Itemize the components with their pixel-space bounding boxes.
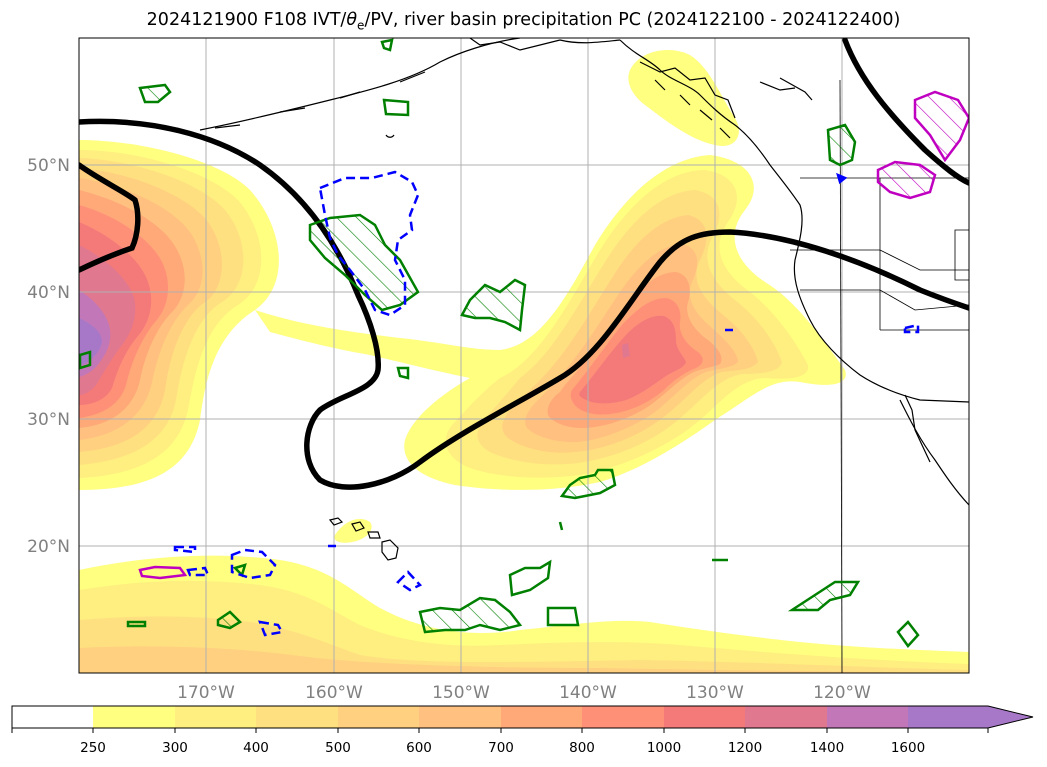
graticule xyxy=(79,38,969,673)
lon-tick-labels: 170°W 160°W 150°W 140°W 130°W 120°W xyxy=(177,683,871,703)
lon-tick-label: 130°W xyxy=(686,683,744,703)
lat-tick-label: 30°N xyxy=(27,410,70,430)
precip-magenta-contours xyxy=(138,90,969,580)
ivt-500-south xyxy=(79,646,969,673)
precip-green-1 xyxy=(138,83,172,104)
precip-magenta-2 xyxy=(876,160,937,200)
colorbar-segment xyxy=(338,706,419,728)
colorbar-segment xyxy=(175,706,256,728)
precip-green-12 xyxy=(546,606,580,627)
ivt-1200-central xyxy=(622,343,630,358)
colorbar-segment xyxy=(501,706,582,728)
precip-blue-1 xyxy=(318,170,420,317)
precip-blue-5 xyxy=(258,620,284,637)
colorbar: 250 300 400 500 600 700 800 1000 1200 14… xyxy=(11,705,1034,756)
precip-blue-contours xyxy=(173,170,920,637)
precip-blue-2 xyxy=(230,548,277,580)
lat-tick-labels: 50°N 40°N 30°N 20°N xyxy=(27,156,70,557)
precip-blue-7 xyxy=(903,323,920,334)
precip-green-8 xyxy=(79,350,92,370)
precip-green-contours xyxy=(79,38,920,648)
colorbar-segment xyxy=(745,706,827,728)
colorbar-segment xyxy=(664,706,745,728)
colorbar-label: 1600 xyxy=(891,740,925,756)
colorbar-label: 1400 xyxy=(810,740,844,756)
pv-contour-west-loop xyxy=(79,162,141,273)
lat-tick-label: 20°N xyxy=(27,537,70,557)
lat-tick-label: 40°N xyxy=(27,283,70,303)
precip-green-15 xyxy=(216,610,243,630)
precip-green-3 xyxy=(380,38,394,52)
colorbar-segment-under xyxy=(12,706,93,728)
colorbar-label: 1000 xyxy=(647,740,681,756)
lat-tick-label: 50°N xyxy=(27,156,70,176)
colorbar-label: 800 xyxy=(569,740,595,756)
colorbar-segment xyxy=(419,706,501,728)
colorbar-outline xyxy=(11,705,1034,729)
precip-green-13 xyxy=(787,580,861,612)
colorbar-segment xyxy=(93,706,175,728)
precip-magenta-3 xyxy=(138,565,188,580)
colorbar-label: 500 xyxy=(325,740,351,756)
precip-green-6 xyxy=(396,366,410,380)
precip-green-9 xyxy=(559,468,617,500)
map-frame xyxy=(78,37,970,674)
hawaii-islands xyxy=(328,517,399,561)
colorbar-label: 400 xyxy=(243,740,269,756)
colorbar-label: 1200 xyxy=(728,740,762,756)
colorbar-segment xyxy=(256,706,338,728)
ivt-filled-contours xyxy=(79,50,969,673)
colorbar-segment xyxy=(827,706,908,728)
precip-green-4 xyxy=(308,213,420,312)
colorbar-label: 300 xyxy=(162,740,188,756)
precip-blue-10 xyxy=(836,172,848,185)
map-area xyxy=(79,38,969,673)
colorbar-label: 700 xyxy=(488,740,514,756)
lon-tick-label: 170°W xyxy=(177,683,235,703)
precip-green-10 xyxy=(508,559,552,597)
precip-green-7 xyxy=(826,123,857,167)
precip-green-14 xyxy=(896,620,920,648)
lon-tick-label: 160°W xyxy=(305,683,363,703)
colorbar-segment xyxy=(582,706,664,728)
precip-green-5 xyxy=(460,278,527,332)
precip-green-18 xyxy=(558,521,564,531)
precip-green-11 xyxy=(418,596,523,634)
precip-green-2 xyxy=(382,98,410,117)
lon-tick-label: 150°W xyxy=(432,683,490,703)
lon-tick-label: 140°W xyxy=(559,683,617,703)
pv-contour-northeast xyxy=(842,38,969,186)
precip-blue-3 xyxy=(173,545,197,554)
colorbar-label: 250 xyxy=(80,740,106,756)
precip-blue-4 xyxy=(186,566,210,577)
map-title: 2024121900 F108 IVT/θe/PV, river basin p… xyxy=(146,10,901,33)
colorbar-extend-arrow xyxy=(988,706,1033,728)
colorbar-label: 600 xyxy=(406,740,432,756)
precip-magenta-1 xyxy=(913,90,969,163)
precip-green-17 xyxy=(232,563,247,578)
ivt-1000-central xyxy=(579,315,686,404)
lon-tick-label: 120°W xyxy=(813,683,871,703)
precip-green-16 xyxy=(126,620,147,628)
colorbar-segment xyxy=(908,706,988,728)
precip-blue-6 xyxy=(396,570,423,592)
